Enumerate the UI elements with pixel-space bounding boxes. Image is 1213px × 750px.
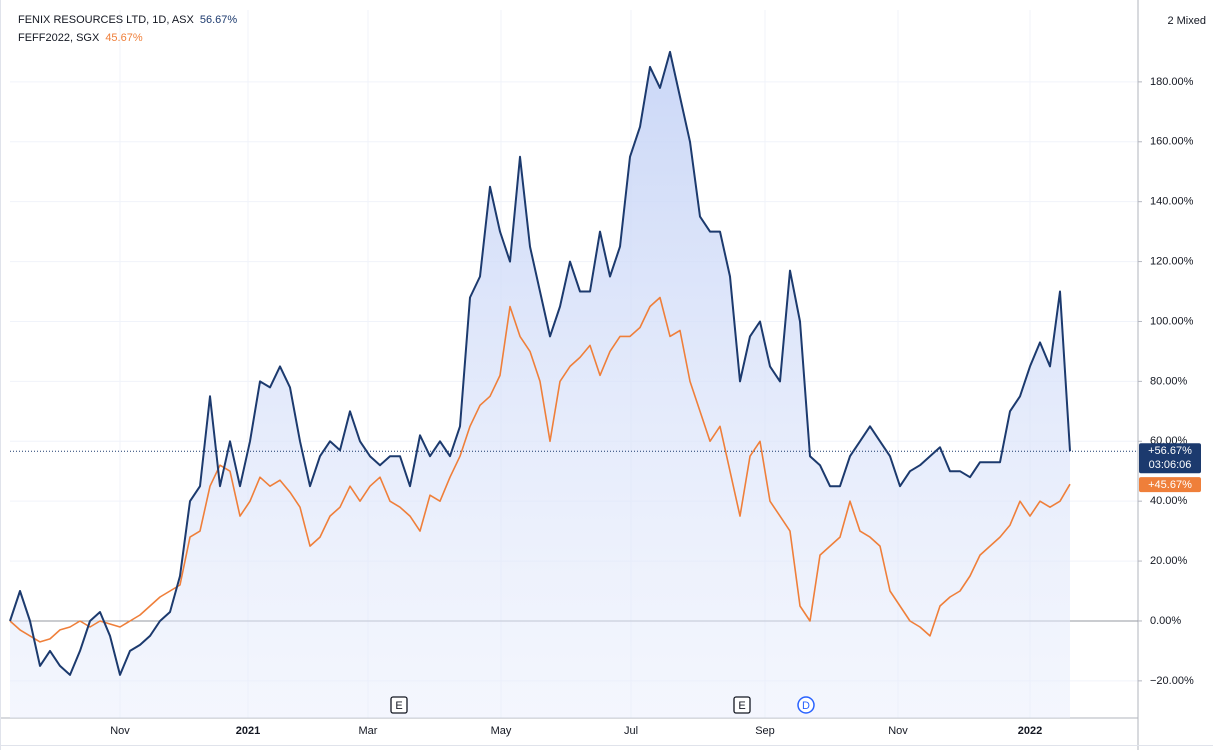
event-label: E — [395, 700, 402, 712]
legend-name: FENIX RESOURCES LTD, 1D, ASX — [18, 14, 195, 26]
event-marker — [733, 696, 751, 714]
series-line — [9, 50, 1071, 676]
y-tick-label: 40.00% — [1150, 495, 1188, 507]
x-tick-label: Nov — [888, 725, 908, 737]
x-tick-label: 2021 — [236, 725, 260, 737]
y-tick-label: 180.00% — [1150, 76, 1194, 88]
y-tick-label: 20.00% — [1150, 555, 1188, 567]
countdown: 03:06:06 — [1149, 459, 1192, 471]
y-tick-label: −20.00% — [1150, 675, 1194, 687]
x-tick-label: Jul — [624, 725, 638, 737]
price-badge — [1139, 443, 1201, 474]
event-label: E — [738, 700, 745, 712]
y-tick-label: 120.00% — [1150, 255, 1194, 267]
mode-label[interactable]: 2 Mixed — [1167, 15, 1206, 27]
y-tick-label: 140.00% — [1150, 196, 1194, 208]
x-tick-label: 2022 — [1018, 725, 1042, 737]
y-tick-label: 0.00% — [1150, 615, 1181, 627]
event-label: D — [802, 700, 810, 712]
x-tick-label: Nov — [110, 725, 130, 737]
series-line — [9, 296, 1071, 643]
y-tick-label: 100.00% — [1150, 315, 1194, 327]
price-label: +56.67% — [1148, 445, 1192, 457]
x-tick-label: May — [491, 725, 512, 737]
x-tick-label: Mar — [359, 725, 378, 737]
x-tick-label: Sep — [755, 725, 775, 737]
price-label: +45.67% — [1148, 479, 1192, 491]
event-marker[interactable] — [797, 696, 815, 714]
legend-value: 45.67% — [105, 32, 143, 44]
price-badge — [1139, 477, 1201, 493]
y-tick-label: 160.00% — [1150, 136, 1194, 148]
y-tick-label: 80.00% — [1150, 375, 1188, 387]
legend-name: FEFF2022, SGX — [18, 32, 100, 44]
legend-value: 56.67% — [200, 14, 238, 26]
event-marker — [390, 696, 408, 714]
